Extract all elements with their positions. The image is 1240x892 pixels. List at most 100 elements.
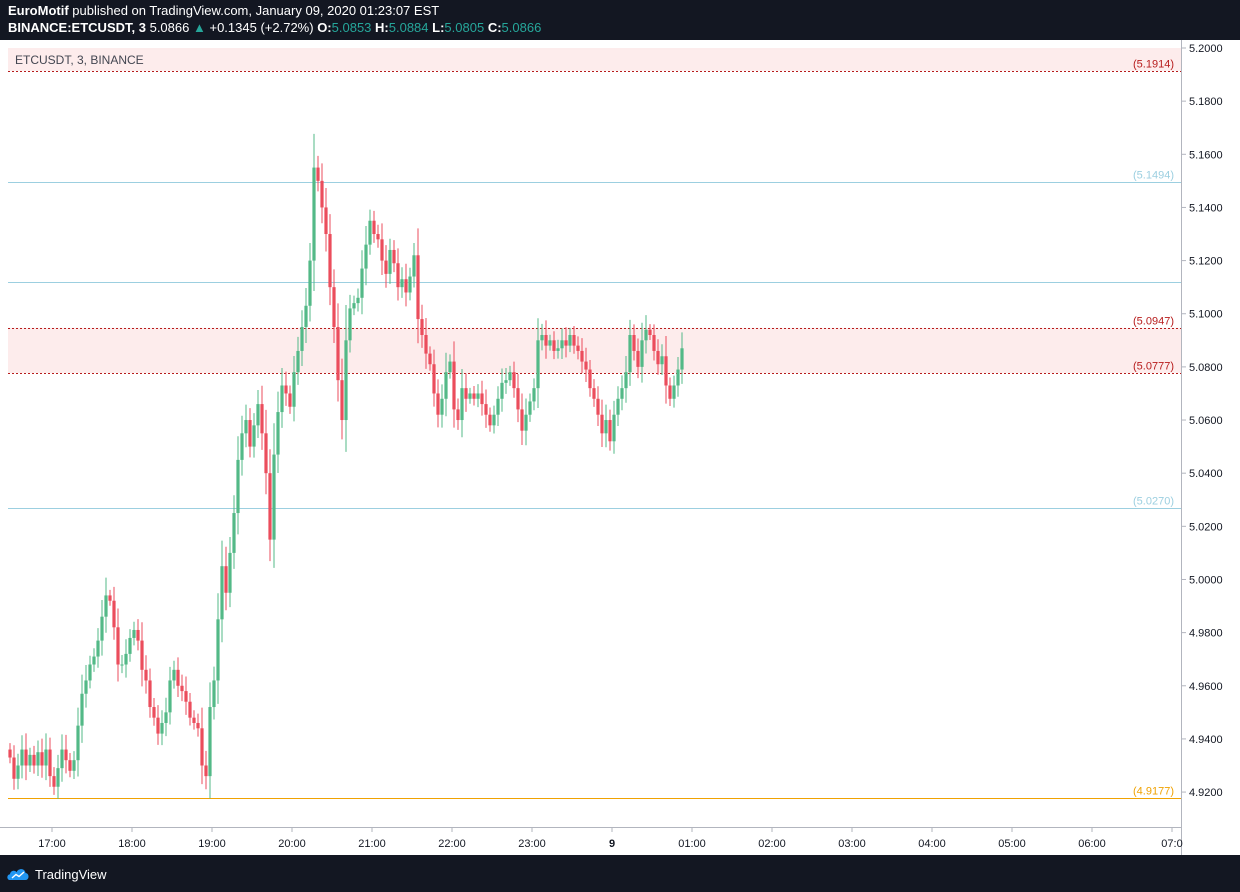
- candle[interactable]: [404, 263, 408, 307]
- tradingview-logo[interactable]: TradingView: [6, 865, 107, 883]
- candle[interactable]: [296, 336, 300, 385]
- candle[interactable]: [352, 295, 356, 316]
- candle[interactable]: [372, 210, 376, 243]
- candle[interactable]: [76, 707, 80, 777]
- candle[interactable]: [664, 336, 668, 404]
- candle[interactable]: [468, 387, 472, 404]
- candle[interactable]: [364, 226, 368, 286]
- candle[interactable]: [576, 336, 580, 360]
- candle[interactable]: [580, 338, 584, 374]
- candle[interactable]: [40, 738, 44, 778]
- candle[interactable]: [596, 386, 600, 426]
- candle[interactable]: [228, 536, 232, 608]
- candle[interactable]: [408, 267, 412, 301]
- candle[interactable]: [96, 628, 100, 668]
- candle[interactable]: [508, 365, 512, 386]
- candle[interactable]: [164, 697, 168, 737]
- candle[interactable]: [32, 745, 36, 774]
- candle[interactable]: [24, 733, 28, 781]
- candle[interactable]: [336, 303, 340, 402]
- candle[interactable]: [628, 319, 632, 386]
- candle[interactable]: [648, 324, 652, 341]
- candle[interactable]: [392, 240, 396, 273]
- candlestick-chart[interactable]: 5.2000 5.1800 5.1600 5.1400 5.1200 5.1000 5.08…: [0, 40, 1240, 855]
- candle[interactable]: [488, 407, 492, 432]
- candle[interactable]: [292, 355, 296, 422]
- candle[interactable]: [308, 243, 312, 322]
- candle[interactable]: [432, 349, 436, 407]
- candle[interactable]: [192, 710, 196, 730]
- candle[interactable]: [672, 375, 676, 408]
- candle[interactable]: [88, 655, 92, 689]
- candle[interactable]: [256, 390, 260, 439]
- candle[interactable]: [476, 384, 480, 408]
- candle[interactable]: [600, 399, 604, 447]
- candle[interactable]: [16, 753, 20, 790]
- candle[interactable]: [240, 415, 244, 476]
- candle[interactable]: [492, 405, 496, 434]
- candle[interactable]: [100, 599, 104, 656]
- candle[interactable]: [28, 747, 32, 772]
- candle[interactable]: [388, 238, 392, 284]
- candle[interactable]: [544, 320, 548, 359]
- candle[interactable]: [428, 346, 432, 371]
- candle[interactable]: [116, 608, 120, 682]
- candle[interactable]: [60, 734, 64, 782]
- candle[interactable]: [188, 692, 192, 726]
- candle[interactable]: [140, 622, 144, 687]
- candle[interactable]: [448, 354, 452, 379]
- candle[interactable]: [108, 589, 112, 606]
- candle[interactable]: [312, 133, 316, 291]
- candle[interactable]: [516, 374, 520, 423]
- candle[interactable]: [424, 317, 428, 369]
- candle[interactable]: [376, 224, 380, 248]
- candle[interactable]: [400, 267, 404, 298]
- candle[interactable]: [344, 304, 348, 452]
- candle[interactable]: [172, 660, 176, 689]
- candle[interactable]: [532, 378, 536, 411]
- candle[interactable]: [128, 629, 132, 662]
- candle[interactable]: [552, 331, 556, 360]
- candle[interactable]: [8, 743, 12, 764]
- candle[interactable]: [168, 666, 172, 725]
- candle[interactable]: [12, 745, 16, 790]
- candle[interactable]: [632, 324, 636, 361]
- candle[interactable]: [252, 413, 256, 458]
- candle[interactable]: [184, 676, 188, 715]
- candle[interactable]: [196, 713, 200, 737]
- candle[interactable]: [396, 248, 400, 301]
- candle[interactable]: [644, 315, 648, 354]
- candle[interactable]: [568, 327, 572, 353]
- candle[interactable]: [456, 398, 460, 430]
- candle[interactable]: [260, 385, 264, 450]
- candle[interactable]: [500, 368, 504, 412]
- candle[interactable]: [104, 577, 108, 633]
- candle[interactable]: [592, 379, 596, 407]
- candle[interactable]: [668, 377, 672, 406]
- candle[interactable]: [268, 449, 272, 562]
- candle[interactable]: [132, 621, 136, 646]
- candle[interactable]: [520, 393, 524, 446]
- candle[interactable]: [84, 665, 88, 708]
- candle[interactable]: [436, 379, 440, 428]
- candle[interactable]: [328, 214, 332, 306]
- candle[interactable]: [180, 674, 184, 702]
- candle[interactable]: [356, 288, 360, 312]
- candle[interactable]: [680, 332, 684, 384]
- candle[interactable]: [36, 740, 40, 777]
- author-name[interactable]: EuroMotif: [8, 3, 69, 18]
- candle[interactable]: [248, 408, 252, 458]
- candle[interactable]: [640, 322, 644, 383]
- chart-area[interactable]: 5.2000 5.1800 5.1600 5.1400 5.1200 5.1000 5.08…: [0, 40, 1240, 855]
- candle[interactable]: [652, 324, 656, 361]
- candle[interactable]: [120, 654, 124, 674]
- candle[interactable]: [380, 223, 384, 275]
- candle[interactable]: [280, 367, 284, 428]
- candle[interactable]: [244, 404, 248, 448]
- candle[interactable]: [536, 318, 540, 408]
- candle[interactable]: [412, 243, 416, 288]
- candle[interactable]: [608, 409, 612, 451]
- candle[interactable]: [68, 753, 72, 778]
- candle[interactable]: [148, 668, 152, 718]
- candle[interactable]: [676, 357, 680, 397]
